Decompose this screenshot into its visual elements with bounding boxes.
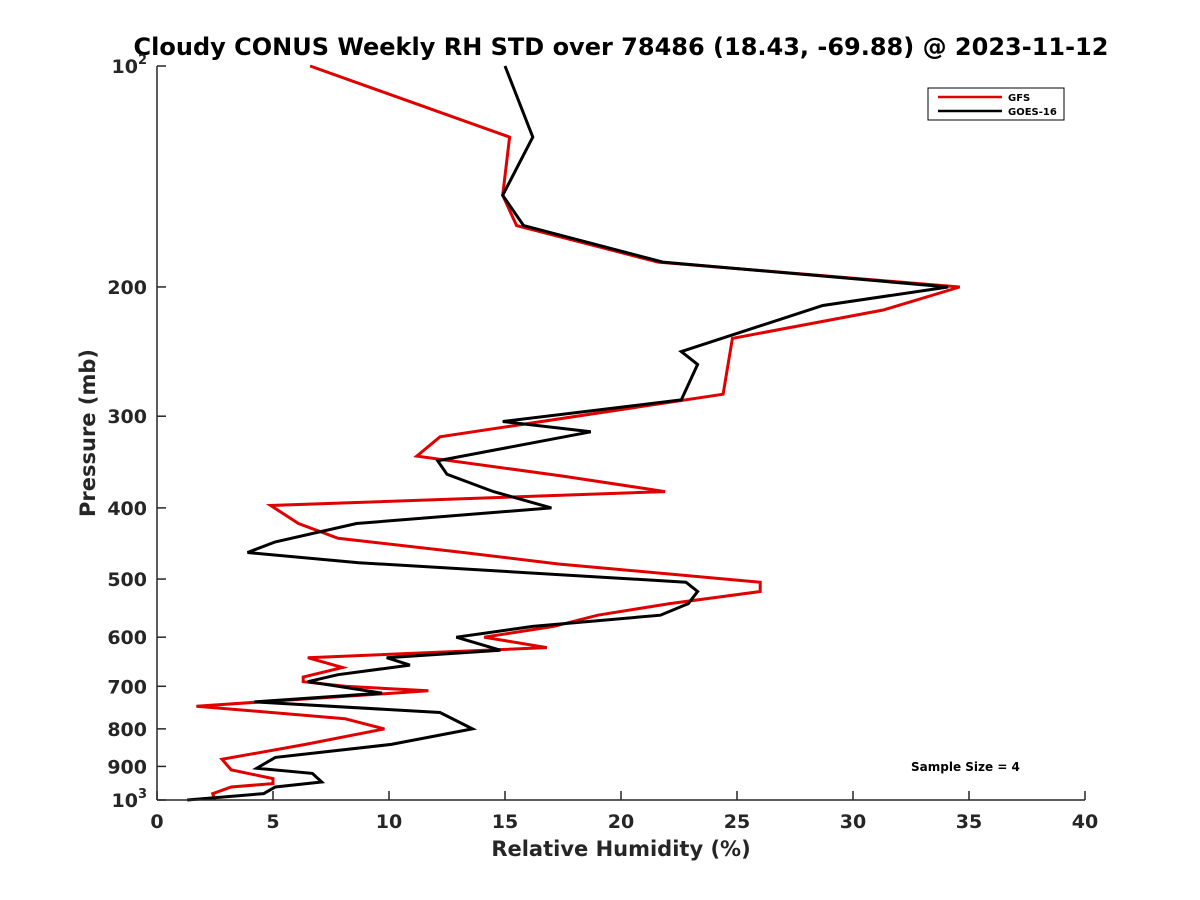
y-tick-label: 700 xyxy=(107,676,147,698)
x-tick-label: 0 xyxy=(150,811,163,833)
chart-title: Cloudy CONUS Weekly RH STD over 78486 (1… xyxy=(134,33,1109,61)
x-axis: 0 5 10 15 20 25 30 35 40 xyxy=(150,791,1098,833)
x-tick-label: 15 xyxy=(492,811,518,833)
y-tick-label: 400 xyxy=(107,498,147,520)
y-axis-label: Pressure (mb) xyxy=(76,349,100,517)
y-tick-label: 200 xyxy=(107,277,147,299)
y-tick-label: 600 xyxy=(107,627,147,649)
x-tick-label: 35 xyxy=(956,811,982,833)
x-tick-label: 20 xyxy=(608,811,634,833)
x-tick-label: 5 xyxy=(266,811,279,833)
y-tick-label: 800 xyxy=(107,719,147,741)
x-tick-label: 30 xyxy=(840,811,866,833)
y-tick-label: 102 xyxy=(112,53,148,78)
plot-area xyxy=(187,64,961,802)
series-line-gfs xyxy=(196,64,961,801)
legend-box xyxy=(927,87,1065,121)
x-axis-label: Relative Humidity (%) xyxy=(491,837,750,861)
x-tick-label: 25 xyxy=(724,811,750,833)
y-tick-label: 500 xyxy=(107,569,147,591)
y-tick-label: 900 xyxy=(107,756,147,778)
legend-label-goes16: GOES-16 xyxy=(1008,107,1057,118)
legend-label-gfs: GFS xyxy=(1008,93,1030,104)
x-tick-label: 10 xyxy=(376,811,402,833)
x-tick-label: 40 xyxy=(1072,811,1098,833)
legend: GFS GOES-16 xyxy=(927,87,1065,121)
y-tick-label: 300 xyxy=(107,406,147,428)
series-line-goes16 xyxy=(187,65,949,802)
sample-size-annotation: Sample Size = 4 xyxy=(911,760,1020,774)
